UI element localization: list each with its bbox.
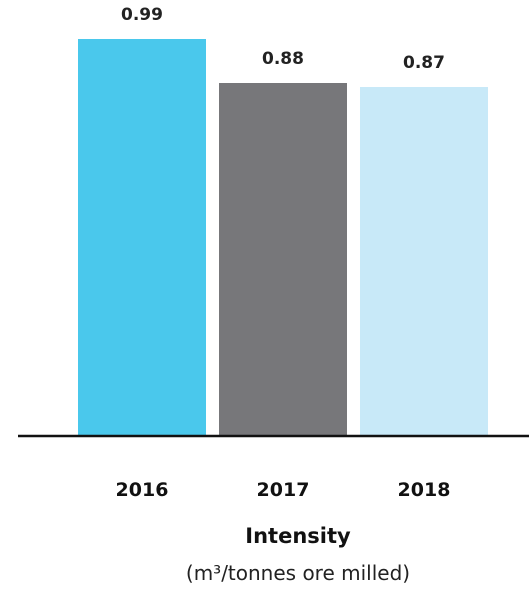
value-labels-group: 0.99 0.88 0.87 [121, 5, 445, 73]
value-label-2018: 0.87 [403, 53, 445, 73]
bar-2018 [360, 87, 488, 435]
x-tick-labels-group: 2016 2017 2018 [116, 479, 451, 501]
x-tick-2016: 2016 [116, 479, 169, 501]
value-label-2016: 0.99 [121, 5, 163, 25]
value-label-2017: 0.88 [262, 49, 304, 69]
x-tick-2017: 2017 [257, 479, 310, 501]
bar-2017 [219, 83, 347, 435]
x-axis-subtitle: (m³/tonnes ore milled) [186, 561, 410, 585]
bars-group [78, 39, 488, 435]
x-axis-title: Intensity [245, 524, 351, 548]
x-tick-2018: 2018 [398, 479, 451, 501]
bar-2016 [78, 39, 206, 435]
